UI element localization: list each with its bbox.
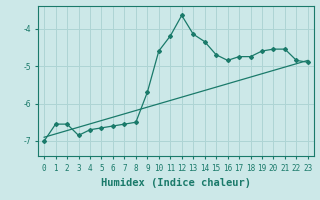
X-axis label: Humidex (Indice chaleur): Humidex (Indice chaleur) — [101, 178, 251, 188]
